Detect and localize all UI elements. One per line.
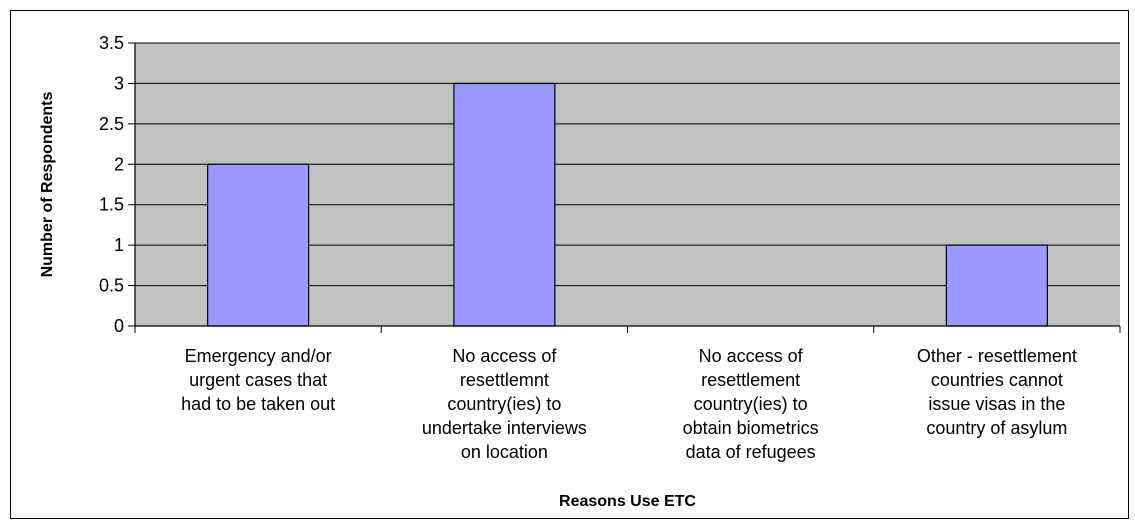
y-tick-label: 3.5 bbox=[99, 33, 124, 53]
bar bbox=[207, 163, 310, 327]
y-tick-label: 2 bbox=[114, 154, 124, 174]
x-category-label-line: country of asylum bbox=[926, 418, 1067, 438]
x-category-label-line: resettlemnt bbox=[460, 370, 549, 390]
x-category-label-line: obtain biometrics bbox=[683, 418, 819, 438]
x-category-label-line: urgent cases that bbox=[189, 370, 327, 390]
x-category-label: No access of resettlemnt country(ies) to un… bbox=[422, 346, 587, 462]
x-category-label-line: countries cannot bbox=[931, 370, 1063, 390]
y-tick-label: 2.5 bbox=[99, 114, 124, 134]
x-category-label-line: data of refugees bbox=[686, 442, 816, 462]
x-category-label-line: Emergency and/or bbox=[185, 346, 332, 366]
y-tick-label: 0 bbox=[114, 316, 124, 336]
x-category-label-line: No access of bbox=[452, 346, 557, 366]
x-category-label-line: country(ies) to bbox=[694, 394, 808, 414]
y-tick-label: 3 bbox=[114, 73, 124, 93]
y-tick-label: 1.5 bbox=[99, 195, 124, 215]
y-tick-label: 0.5 bbox=[99, 276, 124, 296]
x-category-label-line: undertake interviews bbox=[422, 418, 587, 438]
x-category-labels: Emergency and/or urgent cases that had to … bbox=[181, 346, 1077, 462]
x-category-label-line: issue visas in the bbox=[928, 394, 1065, 414]
x-category-label: No access of resettlement country(ies) to o… bbox=[683, 346, 819, 462]
bars bbox=[207, 82, 1048, 327]
x-category-label-line: Other - resettlement bbox=[917, 346, 1077, 366]
x-category-label-line: No access of bbox=[699, 346, 804, 366]
y-tick-labels: 0 0.5 1 1.5 2 2.5 3 3.5 bbox=[99, 33, 124, 336]
x-category-label-line: country(ies) to bbox=[447, 394, 561, 414]
axes bbox=[128, 42, 1121, 333]
x-category-label-line: had to be taken out bbox=[181, 394, 335, 414]
x-category-label-line: resettlement bbox=[701, 370, 800, 390]
y-tick-label: 1 bbox=[114, 235, 124, 255]
x-category-label-line: on location bbox=[461, 442, 548, 462]
bar bbox=[945, 244, 1048, 327]
y-axis-title: Number of Respondents bbox=[39, 92, 56, 278]
x-category-label: Other - resettlement countries cannot issu… bbox=[917, 346, 1077, 438]
bar bbox=[453, 82, 556, 327]
x-axis-title: Reasons Use ETC bbox=[559, 493, 696, 510]
x-category-label: Emergency and/or urgent cases that had to … bbox=[181, 346, 335, 414]
